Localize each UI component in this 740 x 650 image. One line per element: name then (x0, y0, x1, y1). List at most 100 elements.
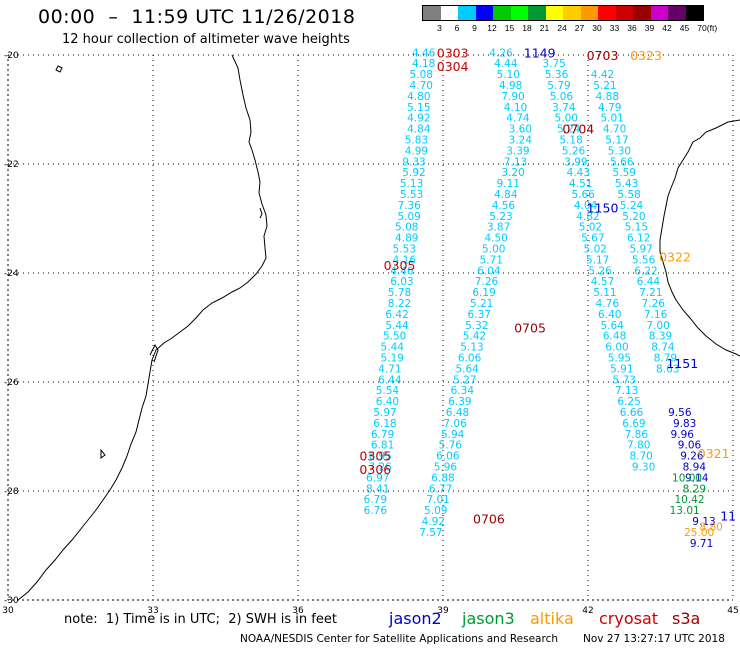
swh-value: 6.06 (436, 451, 460, 463)
swh-value: 5.36 (545, 69, 569, 81)
lon-tick-label: 30 (2, 606, 14, 616)
scale-cell (440, 6, 458, 20)
scale-tick-label: 3 (437, 23, 442, 33)
swh-value: 4.46 (412, 47, 436, 59)
swh-value: 5.10 (497, 69, 520, 81)
color-scale-labels: 3 6 9 12 15 18 21 24 27 30 33 36 39 42 45 70 (ft) (422, 23, 740, 35)
lon-tick-label: 42 (582, 606, 593, 616)
swh-value: 5.21 (470, 298, 493, 310)
lon-tick-label: 45 (727, 606, 738, 616)
swh-value: 5.53 (393, 243, 416, 255)
swh-value: 5.20 (622, 211, 645, 223)
scale-cell (685, 6, 703, 20)
swh-value: 5.44 (385, 320, 409, 332)
swh-value: 5.08 (410, 69, 433, 81)
swh-value: 8.80 (700, 521, 723, 533)
scale-cell (510, 6, 528, 20)
swh-value: 6.95 (368, 451, 391, 463)
scale-cell (528, 6, 546, 20)
swh-value: 8.29 (683, 483, 706, 495)
pass-time-label: 0703 (587, 48, 619, 63)
swh-value: 7.16 (644, 309, 668, 321)
swh-value: 5.76 (439, 440, 463, 452)
swh-value: 6.48 (446, 407, 469, 419)
lat-tick-label: -20 (4, 51, 19, 61)
swh-value: 5.58 (617, 189, 640, 201)
swh-value: 8.74 (651, 342, 675, 354)
chart-title: 00:00 – 11:59 UTC 11/26/2018 (38, 6, 356, 28)
pass-time-label: 1150 (587, 201, 619, 216)
swh-value: 7.57 (419, 527, 442, 539)
map-grid (7, 54, 734, 601)
swh-value: 5.96 (434, 461, 458, 473)
swh-value: 5.64 (600, 320, 624, 332)
legend-s3a: s3a (672, 609, 701, 628)
swh-value: 4.50 (484, 233, 507, 245)
pass-time-label: 11 (720, 509, 736, 524)
swh-value: 7.86 (625, 429, 649, 441)
scale-cell (475, 6, 493, 20)
swh-value: 6.44 (637, 276, 661, 288)
scale-tick-label: 6 (454, 23, 460, 33)
axis-labels: 30 33 36 39 42 45 -20 -22 -24 -26 -28 -30 (2, 51, 738, 616)
swh-value: 7.21 (639, 287, 662, 299)
swh-value: 5.17 (605, 134, 628, 146)
swh-value: 9.13 (692, 516, 715, 528)
lat-tick-label: -24 (4, 269, 19, 279)
swh-value: 3.87 (487, 222, 510, 234)
swh-value: 4.46 (390, 265, 414, 277)
swh-value: 4.79 (598, 102, 621, 114)
swh-value: 4.84 (494, 189, 518, 201)
swh-value: 4.92 (422, 516, 445, 528)
swh-value: 5.64 (455, 363, 479, 375)
scale-tick-label: 21 (539, 23, 550, 33)
swh-value: 6.97 (366, 472, 389, 484)
coastline (17, 54, 740, 601)
swh-value: 5.56 (632, 254, 656, 266)
swh-value: 5.00 (555, 113, 578, 125)
swh-value: 6.22 (634, 265, 657, 277)
scale-tick-label: 27 (574, 23, 585, 33)
scale-cell (563, 6, 581, 20)
swh-value: 9.96 (671, 429, 695, 441)
swh-value: 5.09 (397, 211, 420, 223)
scale-cell (493, 6, 511, 20)
swh-value: 7.90 (501, 91, 524, 103)
swh-value: 3.20 (501, 167, 524, 179)
swh-value: 3.74 (552, 102, 576, 114)
swh-value: 6.25 (617, 396, 640, 408)
inhaca-island (100, 448, 106, 459)
swh-value: 5.06 (550, 91, 574, 103)
swh-value: 5.11 (593, 287, 616, 299)
swh-value: 5.18 (559, 134, 582, 146)
swh-value: 7.26 (475, 276, 499, 288)
swh-value: 5.24 (620, 200, 644, 212)
swh-value: 5.53 (400, 189, 423, 201)
swh-value: 13.01 (670, 505, 700, 517)
swh-value: 5.02 (579, 222, 602, 234)
lon-tick-label: 39 (437, 606, 449, 616)
pass-time-label: 0704 (562, 122, 594, 137)
swh-value: 6.48 (603, 331, 626, 343)
scale-tick-label: 42 (662, 23, 672, 33)
swh-value: 7.13 (504, 156, 527, 168)
swh-value: 4.76 (596, 298, 620, 310)
inhambane-cape (149, 343, 159, 363)
scale-cell (580, 6, 598, 20)
swh-value: 4.92 (407, 113, 430, 125)
swh-value: 5.24 (557, 124, 581, 136)
pass-time-label: 0304 (437, 59, 469, 74)
swh-value: 8.39 (649, 331, 672, 343)
swh-value: 3.24 (509, 134, 533, 146)
scale-unit-label: (ft) (706, 23, 718, 33)
swh-value: 9.56 (668, 407, 692, 419)
pass-time-label: 0706 (473, 511, 505, 526)
pass-time-label: 0306 (359, 462, 391, 477)
swh-value: 9.71 (690, 538, 713, 550)
swh-value: 10.42 (674, 494, 704, 506)
legend-jason3: jason3 (462, 609, 515, 628)
lon-tick-label: 36 (292, 606, 304, 616)
scale-cell (598, 6, 616, 20)
swh-value: 6.34 (451, 385, 475, 397)
swh-value: 5.27 (453, 374, 476, 386)
